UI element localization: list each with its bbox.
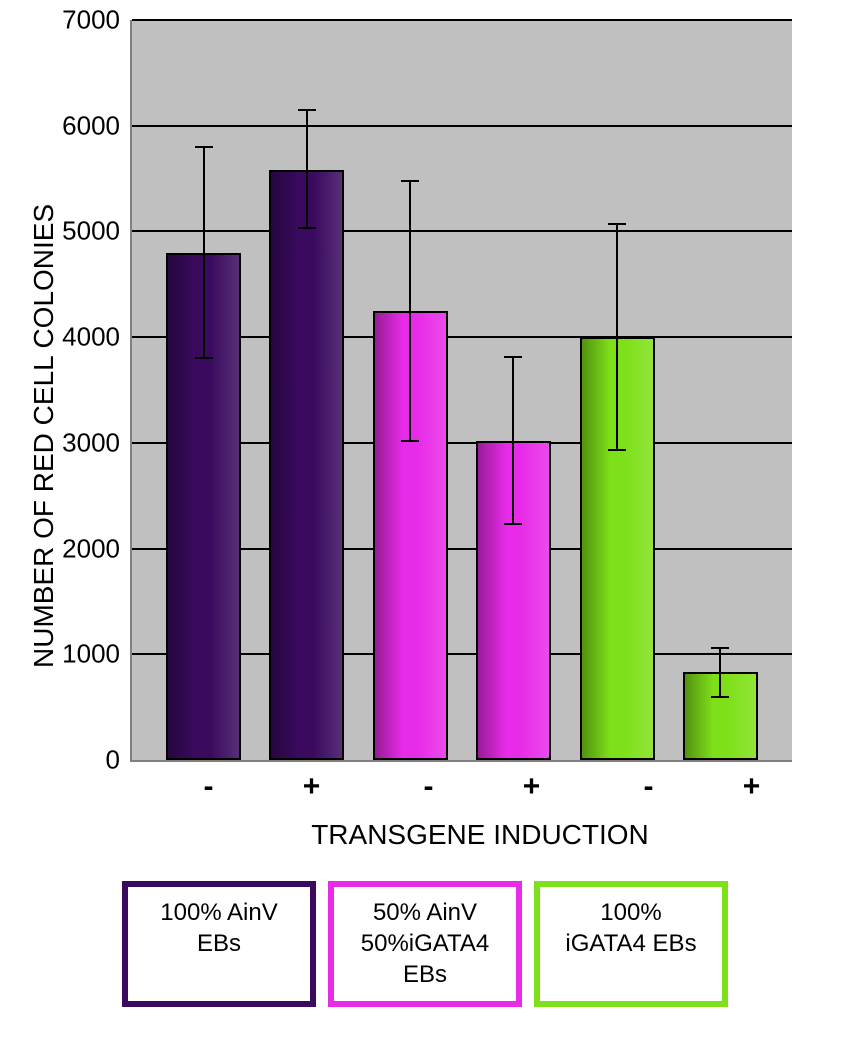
error-bar-upper: [719, 648, 721, 672]
bar-wrapper: [580, 759, 655, 760]
y-tick-label: 4000: [62, 322, 120, 353]
bar-wrapper: [476, 759, 551, 760]
bar-wrapper: [683, 759, 758, 760]
error-bar-lower: [512, 441, 514, 525]
error-cap-lower: [401, 440, 419, 442]
bar-wrapper: [166, 759, 241, 760]
error-cap-upper: [608, 223, 626, 225]
legend-item: 50% AinV50%iGATA4EBs: [328, 881, 522, 1007]
x-axis-labels: -+-+-+: [130, 762, 830, 804]
y-tick-label: 6000: [62, 110, 120, 141]
y-tick-label: 7000: [62, 5, 120, 36]
legend-item-line: iGATA4 EBs: [556, 928, 706, 959]
error-bar-lower: [409, 311, 411, 441]
legend-item: 100%iGATA4 EBs: [534, 881, 728, 1007]
x-label-group: -+: [611, 770, 789, 804]
error-bar-upper: [306, 110, 308, 170]
error-bar-lower: [203, 253, 205, 359]
x-tick-label: +: [714, 770, 789, 804]
error-bar-lower: [719, 672, 721, 696]
error-cap-lower: [298, 227, 316, 229]
legend-item-line: EBs: [350, 959, 500, 990]
y-tick-label: 0: [106, 745, 120, 776]
y-tick-label: 1000: [62, 639, 120, 670]
error-bar-lower: [306, 170, 308, 228]
x-tick-label: +: [494, 770, 569, 804]
bar-wrapper: [269, 759, 344, 760]
error-bar-upper: [203, 147, 205, 253]
bar: [269, 170, 344, 760]
chart-area: NUMBER OF RED CELL COLONIES 0 1000 2000 300…: [20, 20, 830, 851]
y-axis: 01000200030004000500060007000: [60, 20, 130, 760]
error-cap-lower: [711, 696, 729, 698]
legend: 100% AinVEBs50% AinV50%iGATA4EBs100%iGAT…: [20, 881, 830, 1007]
error-cap-upper: [401, 180, 419, 182]
plot-area: [130, 20, 792, 762]
chart-container: NUMBER OF RED CELL COLONIES 0 1000 2000 300…: [20, 20, 830, 1007]
legend-item-line: 100%: [556, 897, 706, 928]
error-cap-lower: [504, 523, 522, 525]
error-bar-lower: [616, 337, 618, 450]
error-cap-upper: [504, 356, 522, 358]
x-label-group: -+: [391, 770, 569, 804]
error-bar-upper: [512, 357, 514, 441]
y-tick-label: 5000: [62, 216, 120, 247]
error-cap-lower: [608, 449, 626, 451]
x-tick-label: -: [611, 770, 686, 804]
legend-item-line: EBs: [144, 928, 294, 959]
plot-wrapper: -+-+-+ TRANSGENE INDUCTION: [130, 20, 830, 851]
legend-item-line: 50%iGATA4: [350, 928, 500, 959]
x-axis-title: TRANSGENE INDUCTION: [130, 819, 830, 851]
error-cap-upper: [298, 109, 316, 111]
y-axis-label: NUMBER OF RED CELL COLONIES: [20, 20, 60, 851]
bars-container: [132, 20, 792, 760]
error-cap-upper: [711, 647, 729, 649]
x-label-group: -+: [171, 770, 349, 804]
error-bar-upper: [409, 181, 411, 311]
error-cap-lower: [195, 357, 213, 359]
legend-item-line: 100% AinV: [144, 897, 294, 928]
bar-group: [166, 759, 344, 760]
y-tick-label: 2000: [62, 533, 120, 564]
legend-item-line: 50% AinV: [350, 897, 500, 928]
x-tick-label: -: [171, 770, 246, 804]
x-tick-label: -: [391, 770, 466, 804]
bar-wrapper: [373, 759, 448, 760]
error-cap-upper: [195, 146, 213, 148]
bar-group: [580, 759, 758, 760]
error-bar-upper: [616, 224, 618, 337]
x-tick-label: +: [274, 770, 349, 804]
y-tick-label: 3000: [62, 427, 120, 458]
legend-item: 100% AinVEBs: [122, 881, 316, 1007]
bar-group: [373, 759, 551, 760]
